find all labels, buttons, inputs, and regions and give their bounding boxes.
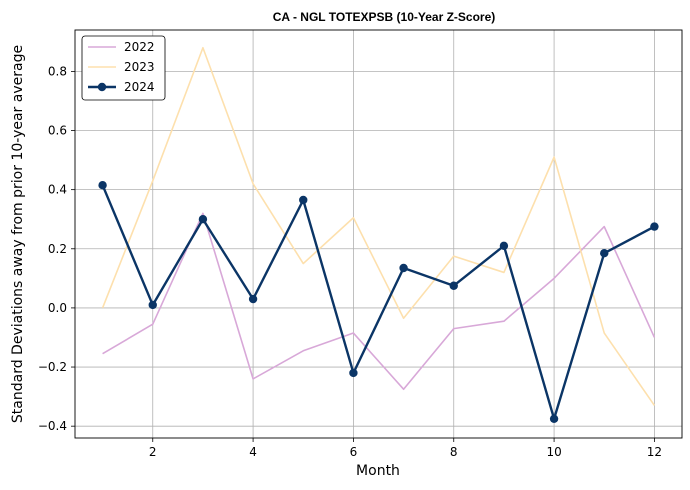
series-layer — [98, 46, 659, 423]
legend-marker-2024 — [97, 82, 107, 92]
y-tick-label: 0.2 — [48, 242, 67, 256]
y-tick-label: −0.2 — [38, 360, 67, 374]
y-tick-label: 0.4 — [48, 183, 67, 197]
data-point-2024 — [98, 181, 107, 190]
x-tick-label: 6 — [350, 445, 358, 459]
legend: 2022 2023 2024 — [81, 35, 166, 101]
data-point-2024 — [198, 215, 208, 224]
x-tick-label: 4 — [249, 445, 257, 459]
data-point-2024 — [600, 249, 609, 258]
data-point-2024 — [499, 241, 509, 251]
data-point-2024 — [549, 414, 559, 423]
x-tick-label: 12 — [647, 445, 662, 459]
y-tick-label: 0.6 — [48, 124, 67, 138]
data-point-2024 — [299, 195, 308, 205]
x-axis-ticks: 2 4 6 8 10 12 — [149, 438, 662, 459]
data-point-2024 — [399, 263, 408, 273]
plot-frame — [74, 29, 683, 439]
y-tick-label: 0.8 — [48, 64, 67, 78]
legend-label-2024: 2024 — [124, 80, 155, 94]
x-tick-label: 10 — [546, 445, 561, 459]
legend-label-2023: 2023 — [124, 60, 155, 74]
data-point-2024 — [148, 300, 157, 310]
data-point-2024 — [650, 222, 659, 231]
chart-title: CA - NGL TOTEXPSB (10-Year Z-Score) — [273, 10, 496, 24]
y-axis-label: Standard Deviations away from prior 10-y… — [10, 45, 26, 423]
x-tick-label: 2 — [149, 445, 157, 459]
series-line-2023 — [101, 46, 656, 406]
y-tick-label: 0.0 — [48, 301, 67, 315]
data-point-2024 — [349, 368, 358, 378]
legend-label-2022: 2022 — [124, 40, 155, 54]
y-tick-label: −0.4 — [38, 419, 67, 433]
x-axis-label: Month — [356, 463, 400, 479]
data-point-2024 — [449, 281, 458, 290]
series-line-2024 — [101, 184, 655, 420]
x-tick-label: 8 — [450, 445, 458, 459]
data-point-2024 — [248, 294, 258, 304]
y-axis-ticks: −0.4 −0.2 0.0 0.2 0.4 0.6 0.8 — [38, 64, 75, 433]
